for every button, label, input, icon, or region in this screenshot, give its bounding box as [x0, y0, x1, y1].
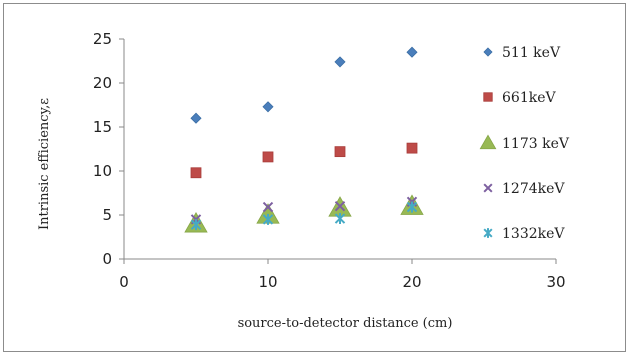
data-point-diamond — [262, 101, 274, 113]
y-tick-label: 0 — [102, 250, 112, 268]
data-point-star — [190, 219, 202, 231]
data-point-diamond — [190, 112, 202, 124]
data-point-diamond — [334, 56, 346, 68]
y-tick-label: 10 — [93, 162, 112, 180]
legend-marker-x — [483, 183, 493, 193]
data-point-x — [334, 200, 346, 212]
data-point-diamond — [406, 46, 418, 58]
legend-label: 1173 keV — [502, 136, 570, 152]
data-point-x — [262, 201, 274, 213]
x-tick-label: 30 — [546, 273, 565, 291]
y-tick-label: 15 — [93, 118, 112, 136]
data-point-square — [334, 146, 346, 158]
data-point-star — [406, 201, 418, 213]
data-point-square — [406, 142, 418, 154]
y-axis-title: Intrinsic efficiency,ε — [37, 98, 52, 230]
data-point-star — [334, 213, 346, 225]
legend-label: 1332keV — [502, 226, 565, 242]
legend-label: 661keV — [502, 90, 556, 106]
chart-frame: 0 5 10 15 20 25 0 10 20 30 source-to-detector dist… — [3, 3, 626, 352]
legend-marker-square — [483, 92, 493, 102]
y-tick-label: 25 — [93, 30, 112, 48]
scatter-chart: 0 5 10 15 20 25 0 10 20 30 source-to-detector dist… — [37, 30, 570, 331]
data-point-star — [262, 213, 274, 225]
legend-label: 1274keV — [502, 181, 565, 197]
x-tick-label: 10 — [258, 273, 277, 291]
x-tick-label: 0 — [119, 273, 129, 291]
legend-marker-star — [483, 228, 493, 238]
y-tick-label: 20 — [93, 74, 112, 92]
data-point-square — [262, 151, 274, 163]
legend-label: 511 keV — [502, 45, 561, 61]
data-point-square — [190, 167, 202, 179]
y-tick-label: 5 — [102, 206, 112, 224]
x-tick-label: 20 — [402, 273, 421, 291]
legend-marker-diamond — [483, 47, 493, 57]
x-axis-title: source-to-detector distance (cm) — [238, 316, 453, 331]
legend-marker-triangle — [479, 134, 497, 150]
